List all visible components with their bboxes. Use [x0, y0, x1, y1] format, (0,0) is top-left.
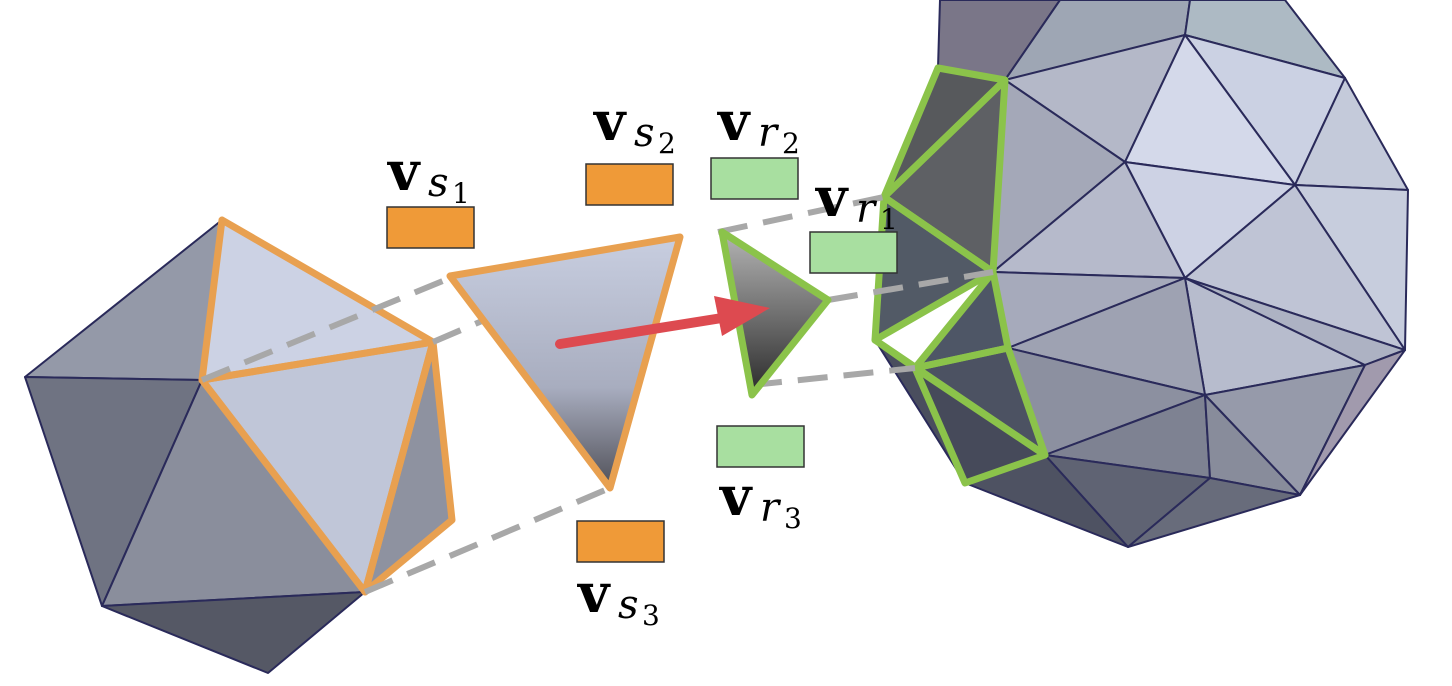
label-vr3: v r 3 — [719, 464, 802, 535]
label-vs3: v s 3 — [577, 561, 660, 632]
source-highlight — [198, 216, 456, 596]
label-vr2-main: v — [717, 89, 751, 153]
label-vs1-sub: s — [428, 160, 449, 206]
label-vr1-subsub: 1 — [880, 203, 898, 236]
label-vs3-sub: s — [618, 582, 639, 628]
label-vs1-main: v — [387, 139, 421, 203]
label-vs2-sub: s — [634, 110, 655, 156]
label-vr2: v r 2 — [717, 89, 800, 160]
feature-box-r2 — [710, 157, 799, 200]
label-vs2-subsub: 2 — [658, 127, 676, 160]
arrow-head — [714, 296, 770, 336]
source-triangle-side — [361, 338, 456, 596]
target-face — [1299, 349, 1406, 496]
feature-box-r3 — [716, 425, 805, 468]
label-vr1-sub: r — [856, 186, 878, 232]
target-face — [1127, 477, 1301, 548]
arrow-shaft — [555, 313, 727, 349]
target-highlight — [871, 64, 1049, 487]
target-triangle-bottom — [871, 336, 1049, 487]
dash-line-r1 — [827, 269, 994, 303]
label-vs2: v s 2 — [593, 89, 676, 160]
label-vr2-sub: r — [758, 110, 780, 156]
correspondence-lines — [200, 194, 994, 595]
label-vs3-subsub: 3 — [642, 599, 660, 632]
source-face — [101, 591, 366, 674]
label-vs3-main: v — [577, 561, 611, 625]
feature-box-s2 — [585, 163, 674, 206]
target-mesh — [874, 0, 1409, 548]
label-vr3-sub: r — [760, 485, 782, 531]
label-vr2-subsub: 2 — [782, 127, 800, 160]
dash-line-r3 — [751, 365, 916, 388]
label-vs1: v s 1 — [387, 139, 470, 210]
feature-box-s3 — [576, 520, 665, 563]
feature-box-r1 — [809, 231, 898, 274]
source-mesh — [24, 219, 453, 674]
feature-box-s1 — [386, 206, 475, 249]
source-face — [24, 219, 223, 381]
label-vr1-main: v — [815, 165, 849, 229]
source-triangle-extracted — [446, 233, 684, 492]
dash-line-r2 — [717, 194, 885, 235]
label-vr3-subsub: 3 — [784, 502, 802, 535]
mapping-arrow — [555, 296, 770, 349]
label-vs2-main: v — [593, 89, 627, 153]
label-vs1-subsub: 1 — [452, 177, 470, 210]
label-vr3-main: v — [719, 464, 753, 528]
label-vr1: v r 1 — [815, 165, 898, 236]
